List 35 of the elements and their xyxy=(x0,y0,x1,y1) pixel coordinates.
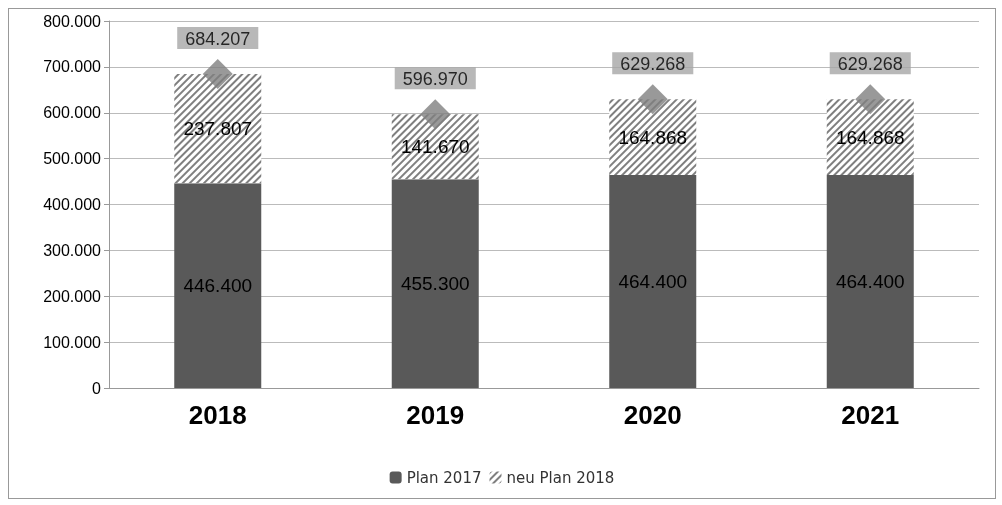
point xyxy=(202,59,233,90)
point xyxy=(855,84,886,115)
y-tick-label: 500.000 xyxy=(43,150,102,168)
data-label: 446.400 xyxy=(183,275,253,297)
data-label: 237.807 xyxy=(183,118,253,140)
y-tick-label: 400.000 xyxy=(43,196,102,213)
data-label: 464.400 xyxy=(835,270,905,292)
data-label: 629.268 xyxy=(837,54,903,75)
y-tick-label: 600.000 xyxy=(43,104,102,122)
legend-label: Plan 2017 xyxy=(406,468,482,487)
x-tick-label: 2021 xyxy=(841,400,900,430)
y-tick-label: 100.000 xyxy=(43,333,102,351)
data-label: 684.207 xyxy=(185,29,251,50)
x-tick-label: 2020 xyxy=(623,400,682,430)
bar xyxy=(174,183,262,388)
y-tick-label: 0 xyxy=(92,379,102,397)
point xyxy=(637,84,668,115)
y-tick-label: 300.000 xyxy=(43,241,102,259)
bar xyxy=(609,174,697,388)
y-tick-label: 200.000 xyxy=(43,287,102,305)
data-label: 164.868 xyxy=(618,126,688,148)
y-tick-label: 700.000 xyxy=(43,58,102,76)
data-label: 141.670 xyxy=(400,136,470,158)
legend-label: neu Plan 2018 xyxy=(506,468,615,487)
x-tick-label: 2018 xyxy=(188,400,247,430)
data-label: 464.400 xyxy=(618,270,688,292)
bar xyxy=(391,179,479,388)
data-label: 164.868 xyxy=(835,126,905,148)
data-label: 629.268 xyxy=(620,54,686,75)
data-label: 455.300 xyxy=(400,273,470,295)
y-tick-label: 800.000 xyxy=(43,12,102,30)
data-label: 596.970 xyxy=(402,69,468,90)
bar xyxy=(826,174,914,388)
x-tick-label: 2019 xyxy=(406,400,465,430)
point xyxy=(420,99,451,130)
